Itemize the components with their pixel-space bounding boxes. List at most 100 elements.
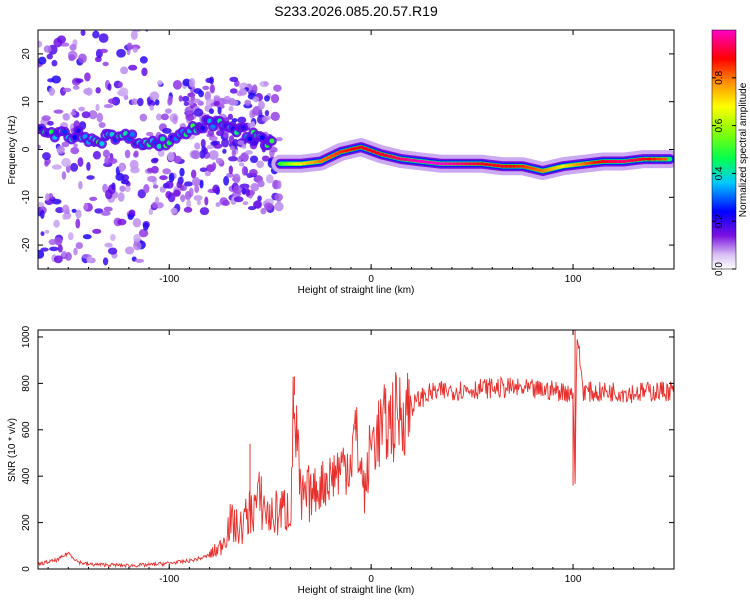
noise-blob [233, 185, 242, 194]
noise-blob [194, 88, 203, 94]
spectrogram-ytick-label: 10 [21, 96, 32, 108]
figure-title: S233.2026.085.20.57.R19 [274, 3, 438, 19]
noise-blob [78, 181, 82, 189]
noise-blob [274, 202, 283, 211]
noise-blob [52, 164, 62, 169]
noise-blob [162, 168, 171, 174]
noise-blob [262, 116, 269, 122]
snr-xtick-label: 100 [565, 574, 582, 585]
noise-blob [49, 87, 55, 96]
noise-blob [209, 108, 214, 114]
noise-blob [47, 121, 54, 126]
noise-blob [205, 171, 211, 176]
noise-blob [194, 108, 204, 116]
snr-ytick-label: 1000 [21, 325, 32, 348]
noise-blob [110, 234, 116, 241]
noise-blob [155, 99, 160, 105]
noise-blob [106, 22, 114, 31]
noise-blob [82, 111, 91, 118]
noise-blob [133, 47, 138, 52]
noise-blob [40, 210, 45, 219]
noise-blob [150, 105, 154, 111]
noise-blob [54, 255, 63, 263]
noise-blob [222, 100, 231, 105]
noise-blob [200, 207, 209, 215]
noise-blob [127, 42, 133, 50]
noise-blob [213, 95, 220, 100]
noise-blob [61, 158, 71, 167]
noise-blob [216, 130, 224, 136]
noise-blob [239, 155, 246, 160]
noise-blob [125, 150, 131, 159]
spectrogram-xtick-label: -100 [159, 274, 179, 285]
noise-blob [222, 149, 226, 154]
noise-blob [38, 57, 46, 65]
noise-blob [274, 193, 283, 201]
noise-blob [230, 88, 238, 94]
noise-blob [84, 203, 88, 210]
snr-series-line [38, 339, 674, 567]
colorbar-tick-label: 0.2 [714, 214, 725, 228]
noise-blob [210, 84, 215, 93]
noise-blob [243, 201, 249, 205]
noise-blob [130, 167, 140, 174]
noise-blob [202, 86, 209, 90]
noise-blob [271, 94, 279, 103]
noise-blob [252, 84, 258, 93]
noise-blob [95, 87, 100, 93]
noise-blob [70, 111, 76, 115]
noise-blob [111, 182, 115, 190]
noise-blob [103, 62, 109, 66]
noise-blob [104, 243, 112, 248]
noise-blob [185, 191, 191, 200]
noise-blob [152, 158, 158, 162]
noise-blob [116, 49, 126, 58]
noise-blob [173, 80, 182, 90]
noise-blob [165, 108, 172, 113]
noise-blob [97, 113, 104, 123]
noise-blob [104, 104, 114, 108]
noise-blob [179, 168, 184, 177]
snr-marks [38, 330, 674, 567]
noise-blob [84, 72, 91, 81]
noise-blob [212, 185, 219, 194]
noise-blob [44, 45, 52, 52]
noise-blob [76, 242, 83, 249]
noise-blob [86, 257, 92, 263]
noise-blob [273, 85, 282, 92]
noise-blob [73, 248, 78, 256]
snr-xlabel: Height of straight line (km) [298, 585, 415, 596]
noise-blob [249, 169, 258, 176]
noise-blob [143, 222, 149, 230]
noise-blob [216, 158, 223, 164]
noise-blob [257, 195, 262, 201]
noise-blob [229, 106, 234, 111]
noise-blob [53, 220, 59, 228]
noise-blob [68, 232, 74, 240]
noise-blob [77, 157, 83, 167]
noise-blob [237, 117, 246, 124]
noise-blob [103, 257, 108, 265]
noise-blob [159, 175, 168, 180]
noisy-ridge-core [130, 132, 135, 137]
spectrogram-ytick-label: -20 [21, 237, 32, 252]
snr-panel: -100 0 10002004006008001000 Height of stra… [7, 325, 674, 596]
noise-blob [191, 150, 200, 159]
noise-blob [250, 156, 258, 164]
noise-blob [133, 241, 142, 250]
noise-blob [228, 114, 233, 120]
noise-blob [222, 200, 230, 206]
noise-blob [229, 100, 238, 106]
noise-blob [265, 110, 269, 116]
noise-blob [185, 114, 194, 121]
spectrogram-ytick-label: 20 [21, 48, 32, 60]
noise-blob [234, 196, 244, 202]
noise-blob [246, 188, 250, 197]
noise-blob [141, 67, 147, 76]
noisy-ridge-core [99, 141, 104, 146]
noisy-ridge-core [160, 136, 165, 141]
noise-blob [40, 247, 48, 251]
noise-blob [216, 202, 221, 207]
noise-blob [86, 175, 94, 180]
spectrogram-xtick-label: 0 [368, 274, 374, 285]
